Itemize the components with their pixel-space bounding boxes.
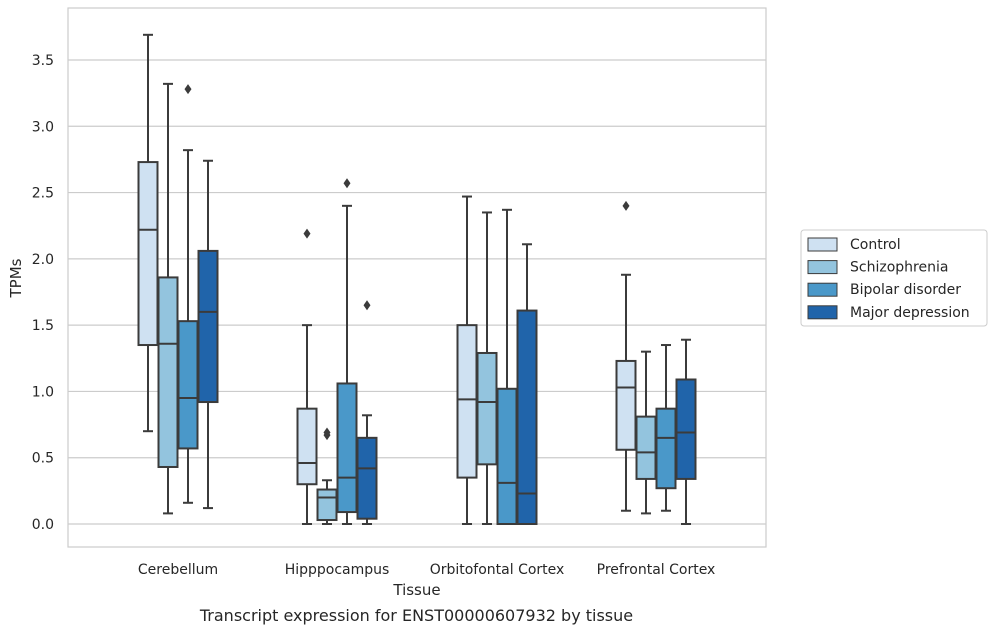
box-4-4: [675, 338, 697, 525]
legend: Control Schizophrenia Bipolar disorder Majo…: [800, 229, 988, 327]
legend-swatch: [807, 305, 838, 320]
y-axis-title: TPMs: [7, 258, 25, 298]
x-tick-label: Cerebellum: [138, 562, 218, 578]
box-4-1: [197, 159, 219, 510]
box-body: [177, 320, 199, 450]
y-tick-label: 2.5: [32, 186, 54, 202]
box-body: [476, 351, 498, 466]
x-tick-label: Orbitofontal Cortex: [430, 562, 565, 578]
outlier-point: [343, 178, 351, 189]
legend-label: Control: [850, 237, 901, 253]
outlier-point: [622, 200, 630, 211]
box-1-4: [615, 200, 637, 512]
x-tick-label: Prefrontal Cortex: [597, 562, 716, 578]
box-3-4: [655, 344, 677, 512]
legend-label: Bipolar disorder: [850, 282, 961, 298]
box-1-3: [456, 195, 478, 525]
legend-label: Major depression: [850, 305, 970, 321]
box-4-2: [356, 300, 378, 525]
outlier-point: [363, 300, 371, 311]
y-tick-label: 3.0: [32, 119, 54, 135]
box-body: [655, 407, 677, 490]
legend-swatch: [807, 282, 838, 297]
box-body: [675, 378, 697, 480]
box-3-1: [177, 84, 199, 504]
box-body: [635, 415, 657, 480]
legend-label: Schizophrenia: [850, 260, 948, 276]
legend-frame: [800, 229, 988, 327]
outlier-point: [184, 84, 192, 95]
y-axis-ticks: 0.0 0.5 1.0 1.5 2.0 2.5 3.0 3.5: [32, 53, 54, 533]
y-tick-label: 3.5: [32, 53, 54, 69]
y-tick-label: 0.0: [32, 517, 54, 533]
x-axis-ticks: Cerebellum Hipppocampus Orbitofontal Corte…: [138, 562, 715, 578]
box-body: [336, 382, 358, 514]
box-body: [157, 276, 179, 468]
y-tick-label: 0.5: [32, 451, 54, 467]
outlier-point: [323, 427, 331, 438]
y-tick-label: 2.0: [32, 252, 54, 268]
y-tick-label: 1.0: [32, 384, 54, 400]
x-axis-title: Tissue: [392, 581, 440, 599]
box-body: [456, 324, 478, 479]
box-body: [296, 407, 318, 486]
legend-swatch: [807, 260, 838, 275]
box-body: [615, 359, 637, 451]
box-4-3: [516, 243, 538, 525]
outlier-point: [303, 228, 311, 239]
box-body: [356, 436, 378, 520]
box-body: [516, 309, 538, 525]
figure-caption: Transcript expression for ENST0000060793…: [199, 606, 634, 625]
box-body: [137, 161, 159, 347]
x-tick-label: Hipppocampus: [285, 562, 390, 578]
box-body: [496, 387, 518, 525]
boxes-layer: [137, 33, 697, 525]
legend-swatch: [807, 237, 838, 252]
y-tick-label: 1.5: [32, 318, 54, 334]
box-1-1: [137, 33, 159, 433]
box-body: [316, 488, 338, 522]
box-body: [197, 249, 219, 404]
box-1-2: [296, 228, 318, 525]
box-3-2: [336, 178, 358, 525]
